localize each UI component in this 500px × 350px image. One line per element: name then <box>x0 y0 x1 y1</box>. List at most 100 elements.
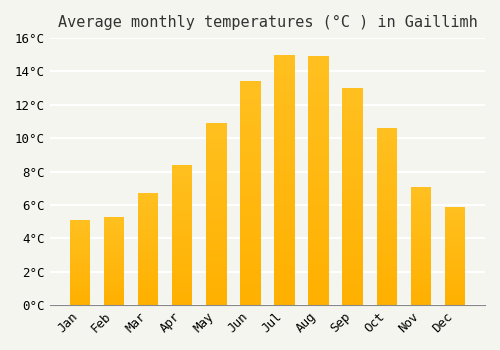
Bar <box>274 175 294 180</box>
Bar <box>376 203 397 206</box>
Bar <box>104 218 124 220</box>
Bar <box>138 209 158 211</box>
Bar <box>274 130 294 135</box>
Bar <box>206 185 227 189</box>
Bar <box>240 269 260 274</box>
Bar <box>138 280 158 283</box>
Bar <box>138 202 158 204</box>
Bar <box>410 201 431 203</box>
Bar <box>445 218 465 220</box>
Bar <box>206 145 227 149</box>
Bar <box>240 193 260 198</box>
Bar <box>445 266 465 268</box>
Bar <box>342 218 363 223</box>
Bar <box>240 82 260 86</box>
Bar <box>104 220 124 222</box>
Bar <box>206 229 227 232</box>
Bar <box>172 210 193 212</box>
Bar <box>172 274 193 277</box>
Bar <box>410 229 431 232</box>
Bar <box>240 229 260 233</box>
Bar <box>206 287 227 290</box>
Bar <box>104 222 124 224</box>
Bar <box>445 215 465 216</box>
Bar <box>70 259 90 261</box>
Bar <box>172 184 193 187</box>
Bar <box>274 255 294 260</box>
Bar <box>410 217 431 220</box>
Bar <box>376 231 397 234</box>
Bar <box>172 282 193 285</box>
Bar <box>240 233 260 238</box>
Bar <box>376 217 397 220</box>
Bar <box>342 244 363 248</box>
Bar <box>342 270 363 275</box>
Bar <box>410 189 431 191</box>
Bar <box>274 245 294 250</box>
Bar <box>70 252 90 254</box>
Bar <box>70 222 90 223</box>
Bar <box>274 300 294 305</box>
Bar <box>104 298 124 300</box>
Bar <box>240 287 260 292</box>
Bar <box>308 121 329 126</box>
Bar <box>240 99 260 104</box>
Bar <box>342 275 363 279</box>
Bar <box>342 284 363 288</box>
Bar <box>138 294 158 296</box>
Bar <box>240 184 260 189</box>
Bar <box>410 255 431 258</box>
Bar <box>104 243 124 245</box>
Bar <box>445 270 465 272</box>
Bar <box>138 229 158 231</box>
Bar <box>445 211 465 212</box>
Bar <box>104 259 124 261</box>
Bar <box>308 181 329 186</box>
Bar <box>240 104 260 108</box>
Bar <box>104 282 124 284</box>
Bar <box>274 165 294 170</box>
Bar <box>342 105 363 110</box>
Bar <box>274 250 294 255</box>
Bar <box>172 165 193 168</box>
Bar <box>240 225 260 229</box>
Bar <box>274 190 294 195</box>
Bar <box>70 303 90 305</box>
Bar <box>445 287 465 289</box>
Bar <box>410 253 431 255</box>
Bar <box>274 75 294 80</box>
Bar <box>410 279 431 281</box>
Bar <box>172 243 193 246</box>
Bar <box>308 161 329 166</box>
Bar <box>240 238 260 243</box>
Bar <box>376 238 397 242</box>
Bar <box>445 275 465 278</box>
Bar <box>206 160 227 163</box>
Bar <box>376 163 397 167</box>
Bar <box>445 268 465 270</box>
Bar <box>274 275 294 280</box>
Bar <box>376 280 397 284</box>
Bar <box>308 86 329 91</box>
Bar <box>445 256 465 258</box>
Bar <box>376 174 397 178</box>
Bar <box>138 265 158 267</box>
Bar <box>376 146 397 149</box>
Bar <box>206 218 227 222</box>
Bar <box>376 135 397 139</box>
Bar <box>240 216 260 220</box>
Bar <box>342 123 363 127</box>
Bar <box>138 258 158 260</box>
Bar <box>445 289 465 291</box>
Bar <box>308 151 329 156</box>
Bar <box>308 220 329 225</box>
Bar <box>376 142 397 146</box>
Bar <box>172 193 193 196</box>
Bar <box>70 276 90 278</box>
Bar <box>240 131 260 135</box>
Bar <box>445 279 465 281</box>
Bar <box>342 253 363 257</box>
Bar <box>138 274 158 276</box>
Bar <box>240 140 260 144</box>
Bar <box>376 277 397 280</box>
